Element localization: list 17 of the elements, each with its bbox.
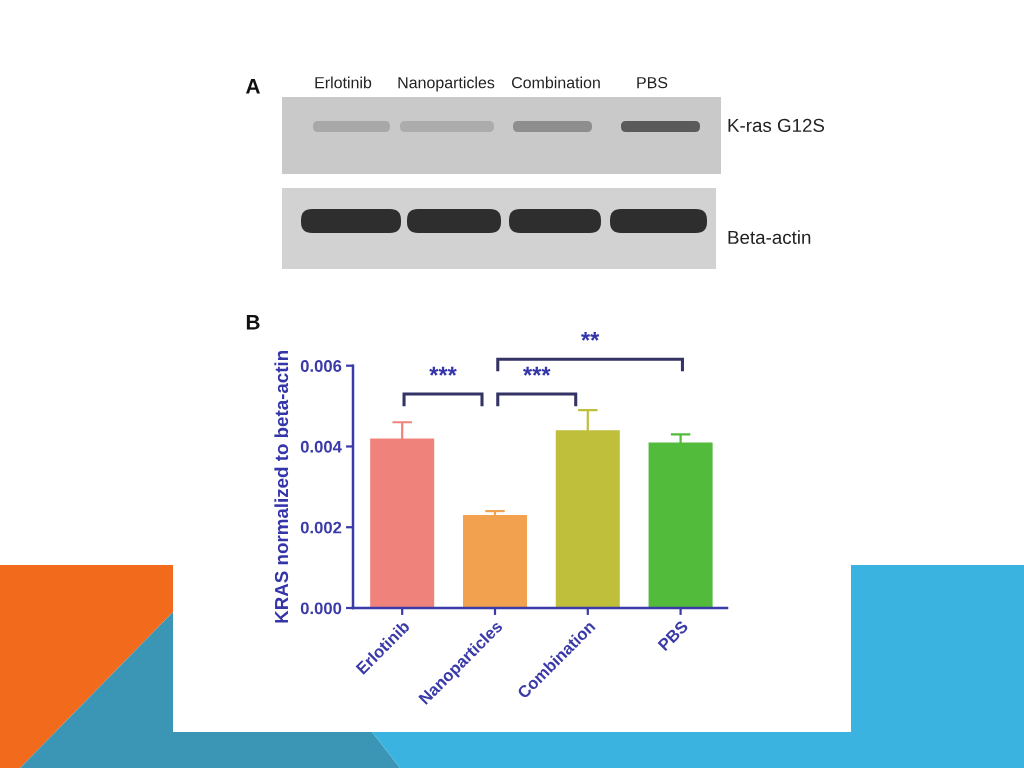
text: Beta-actin bbox=[728, 230, 811, 245]
text: ** bbox=[580, 331, 600, 341]
text: B bbox=[246, 315, 260, 330]
text: A bbox=[245, 79, 260, 94]
y-tick-label: 0.006 bbox=[300, 360, 342, 372]
y-tick-label: 0.004 bbox=[300, 440, 342, 453]
y-tick-label: 0.002 bbox=[300, 521, 342, 534]
annotation: *** bbox=[523, 366, 551, 376]
category-label: PBS bbox=[637, 76, 668, 89]
bar bbox=[462, 515, 528, 608]
category-label: Erlotinib bbox=[315, 76, 372, 89]
y-axis-title: KRAS normalized to beta-actin bbox=[274, 351, 289, 623]
category-label: Nanoparticles bbox=[398, 76, 495, 92]
text: K-ras G12S bbox=[728, 118, 825, 133]
y-tick-label: 0.000 bbox=[300, 602, 342, 615]
annotation: *** bbox=[429, 366, 457, 376]
category-label: Combination bbox=[511, 76, 600, 89]
